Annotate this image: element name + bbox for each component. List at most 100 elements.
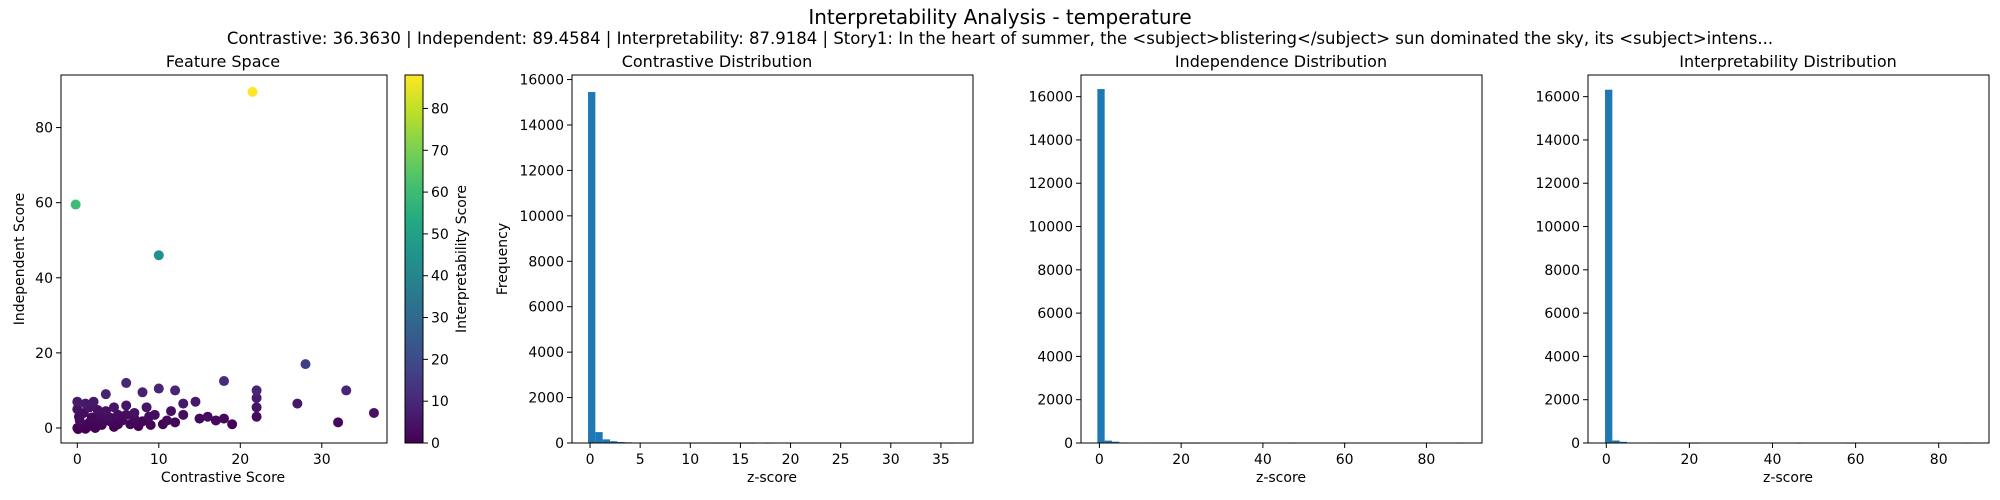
independence-distribution-title: Independence Distribution [1175, 52, 1387, 71]
feature-space-y-ticks: 0 20 40 60 80 [35, 121, 61, 437]
x-tick-label: 30 [313, 452, 331, 468]
scatter-point [161, 415, 172, 426]
scatter-point [170, 385, 181, 396]
y-tick-label: 4000 [1037, 349, 1073, 365]
scatter-point [166, 406, 177, 417]
scatter-point [251, 402, 262, 413]
x-tick-label: 10 [681, 452, 699, 468]
scatter-point [194, 413, 205, 424]
independence-frame [1080, 74, 1483, 444]
interpretability-y-ticks: 0 2000 4000 6000 8000 10000 12000 14000 16000 [1535, 90, 1588, 452]
x-tick-label: 15 [732, 452, 750, 468]
y-tick-label: 2000 [528, 391, 564, 407]
scatter-point [219, 413, 229, 424]
y-tick-label: 60 [35, 196, 53, 212]
scatter-point [251, 385, 262, 396]
y-tick-label: 8000 [528, 254, 564, 270]
histogram-bar [1612, 440, 1620, 443]
y-tick-label: 0 [44, 421, 53, 437]
colorbar-tick-label: 50 [431, 227, 449, 243]
histogram-bar [609, 441, 618, 443]
scatter-point [210, 415, 221, 426]
x-tick-label: 0 [1095, 452, 1104, 468]
x-tick-label: 60 [1847, 452, 1865, 468]
scatter-point [153, 383, 164, 394]
y-tick-label: 6000 [1544, 306, 1580, 322]
figure-subtitle: Contrastive: 36.3630 | Independent: 89.4… [226, 29, 1774, 48]
y-tick-label: 2000 [1544, 393, 1580, 409]
feature-space-plot [70, 86, 379, 435]
y-tick-label: 16000 [1535, 90, 1580, 106]
x-tick-label: 40 [1764, 452, 1782, 468]
scatter-point [341, 385, 352, 396]
colorbar-tick-label: 40 [431, 269, 449, 285]
x-tick-label: 0 [586, 452, 595, 468]
y-tick-label: 0 [1571, 436, 1580, 452]
scatter-point [121, 400, 132, 411]
scatter-point [251, 411, 262, 422]
x-tick-label: 30 [882, 452, 900, 468]
scatter-point [227, 419, 238, 430]
scatter-point [292, 398, 303, 409]
independence-y-ticks: 0 2000 4000 6000 8000 10000 12000 14000 16000 [1028, 90, 1081, 452]
feature-space-panel: Feature Space Contrastive Score Independ… [12, 52, 388, 486]
feature-space-xlabel: Contrastive Score [161, 470, 285, 486]
colorbar: 0 10 20 30 40 50 60 70 80 Interpretability Score [404, 74, 470, 452]
y-tick-label: 0 [1064, 436, 1073, 452]
histogram-bar [1097, 89, 1105, 443]
independence-distribution-panel: Independence Distribution z-score 0 20 40 6… [1028, 52, 1483, 486]
contrastive-x-ticks: 0 5 10 15 20 25 30 35 [586, 443, 950, 468]
y-tick-label: 14000 [1028, 133, 1073, 149]
scatter-point [153, 250, 164, 261]
scatter-point [108, 402, 119, 413]
interpretability-x-ticks: 0 20 40 60 80 [1602, 443, 1948, 468]
contrastive-frame [571, 74, 974, 444]
colorbar-tick-label: 10 [431, 394, 449, 410]
scatter-point [141, 402, 152, 413]
scatter-point [88, 396, 99, 407]
scatter-point [368, 407, 379, 418]
y-tick-label: 12000 [1535, 176, 1580, 192]
y-tick-label: 6000 [1037, 306, 1073, 322]
feature-space-title: Feature Space [166, 52, 280, 71]
contrastive-distribution-title: Contrastive Distribution [622, 52, 813, 71]
scatter-point [129, 407, 140, 418]
colorbar-label: Interpretability Score [454, 185, 470, 333]
scatter-point [113, 409, 124, 420]
scatter-point [80, 398, 91, 409]
histogram-bar [1111, 441, 1120, 443]
interpretability-histogram [1605, 89, 1971, 444]
colorbar-tick-label: 0 [431, 436, 440, 452]
independence-histogram [1097, 89, 1464, 444]
histogram-bar [617, 441, 625, 443]
y-tick-label: 14000 [519, 118, 564, 134]
y-tick-label: 2000 [1037, 393, 1073, 409]
y-tick-label: 80 [35, 121, 53, 137]
scatter-point [100, 406, 111, 417]
scatter-point [247, 86, 258, 97]
y-tick-label: 8000 [1037, 263, 1073, 279]
scatter-point [70, 199, 81, 210]
contrastive-xlabel: z-score [747, 470, 797, 486]
colorbar-gradient [404, 74, 424, 444]
histogram-bar [588, 92, 596, 443]
interpretability-distribution-title: Interpretability Distribution [1679, 52, 1897, 71]
scatter-point [72, 396, 83, 407]
y-tick-label: 4000 [528, 345, 564, 361]
y-tick-label: 12000 [519, 163, 564, 179]
x-tick-label: 80 [1930, 452, 1948, 468]
y-tick-label: 16000 [519, 73, 564, 89]
scatter-point [144, 411, 155, 422]
histogram-bar [1605, 89, 1613, 443]
y-tick-label: 40 [35, 271, 53, 287]
histogram-bar [602, 439, 610, 443]
scatter-point [137, 387, 148, 398]
y-tick-label: 4000 [1544, 349, 1580, 365]
feature-space-x-ticks: 0 10 20 30 [73, 443, 331, 468]
x-tick-label: 35 [932, 452, 950, 468]
colorbar-ticks: 0 10 20 30 40 50 60 70 80 [423, 101, 449, 452]
scatter-point [178, 409, 189, 420]
colorbar-tick-label: 30 [431, 311, 449, 327]
scatter-point [178, 398, 189, 409]
